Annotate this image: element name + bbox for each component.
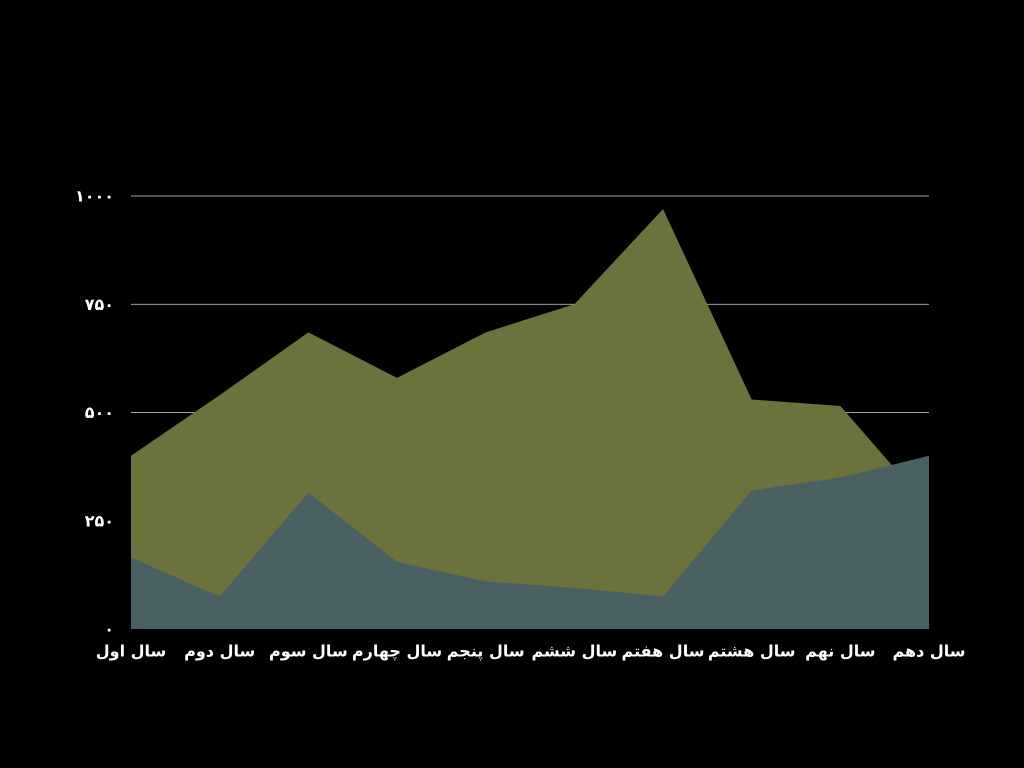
x-tick-label: سال سوم xyxy=(269,642,348,661)
x-tick-label: سال هشتم xyxy=(708,642,796,661)
y-tick-label: ۷۵۰ xyxy=(85,295,114,314)
x-tick-label: سال ششم xyxy=(531,642,617,661)
area-series-group xyxy=(131,208,929,630)
y-tick-label: ۵۰۰ xyxy=(85,403,114,422)
x-tick-label: سال هفتم xyxy=(622,642,705,661)
x-tick-label: سال پنجم xyxy=(447,642,525,662)
y-axis-tick-labels: ۰ ۲۵۰ ۵۰۰ ۷۵۰ ۱۰۰۰ xyxy=(75,187,114,639)
area-series-2 xyxy=(131,455,929,629)
x-tick-label: سال دهم xyxy=(892,642,965,661)
x-tick-label: سال چهارم xyxy=(352,642,442,662)
x-tick-label: سال دوم xyxy=(184,642,255,661)
y-tick-label: ۲۵۰ xyxy=(85,511,114,530)
x-tick-label: سال اول xyxy=(96,642,167,661)
y-tick-label: ۱۰۰۰ xyxy=(75,187,114,206)
x-tick-label: سال نهم xyxy=(805,642,875,661)
x-axis-tick-labels: سال اول سال دوم سال سوم سال چهارم سال پنجم سا… xyxy=(96,642,966,662)
y-tick-label: ۰ xyxy=(104,620,114,639)
